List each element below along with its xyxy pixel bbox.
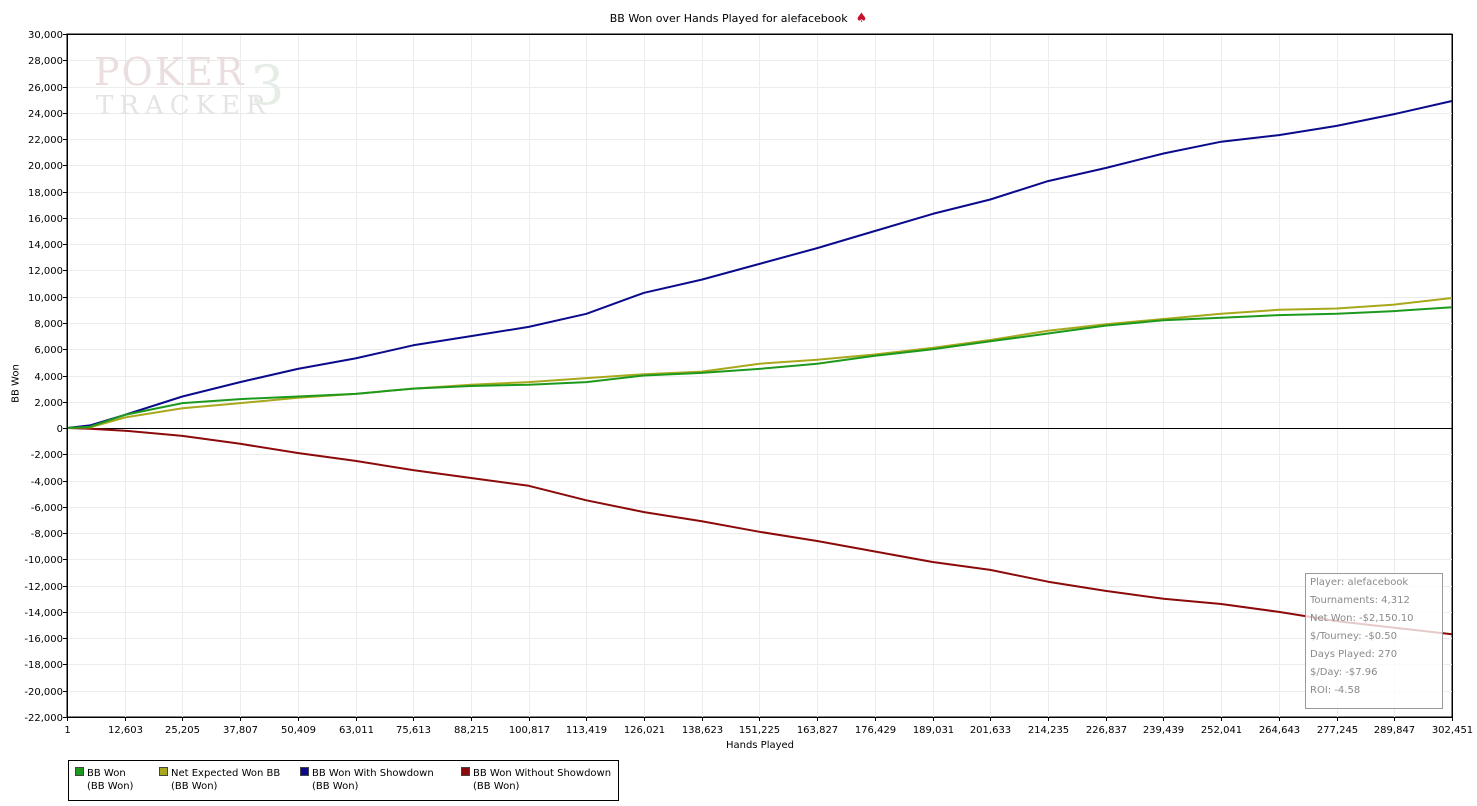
legend-item-without-showdown[interactable]: BB Won Without Showdown (BB Won) xyxy=(461,767,611,793)
y-tick-label: 10,000 xyxy=(28,293,63,304)
stat-tournaments: Tournaments: 4,312 xyxy=(1310,595,1410,606)
player-stats-box: Player: alefacebook Tournaments: 4,312 N… xyxy=(1305,573,1443,709)
y-tick-label: 0 xyxy=(57,424,63,435)
y-tick-label: 4,000 xyxy=(34,372,63,383)
y-tick-label: 24,000 xyxy=(28,109,63,120)
legend-item-with-showdown[interactable]: BB Won With Showdown (BB Won) xyxy=(300,767,434,793)
x-tick-label: 239,439 xyxy=(1143,725,1184,736)
x-tick-label: 289,847 xyxy=(1374,725,1415,736)
y-tick-label: 30,000 xyxy=(28,30,63,41)
y-tick-label: 8,000 xyxy=(34,319,63,330)
stat-per-day: $/Day: -$7.96 xyxy=(1310,667,1378,678)
spade-icon: ♠ xyxy=(855,11,868,26)
y-tick-label: 18,000 xyxy=(28,188,63,199)
plot-frame xyxy=(67,34,1453,718)
chart-legend: BB Won (BB Won) Net Expected Won BB (BB Wo… xyxy=(68,760,619,801)
stat-per-tourney: $/Tourney: -$0.50 xyxy=(1310,631,1397,642)
legend-swatch xyxy=(75,767,84,776)
y-axis-label: BB Won xyxy=(10,364,22,403)
y-tick-label: 2,000 xyxy=(34,398,63,409)
x-tick-label: 201,633 xyxy=(970,725,1011,736)
x-tick-label: 37,807 xyxy=(223,725,258,736)
x-tick-label: 214,235 xyxy=(1028,725,1069,736)
x-tick-label: 126,021 xyxy=(624,725,665,736)
chart-title-text: BB Won over Hands Played for alefacebook xyxy=(609,12,848,25)
stat-net-won: Net Won: -$2,150.10 xyxy=(1310,613,1414,624)
stat-days-played: Days Played: 270 xyxy=(1310,649,1398,660)
x-tick-label: 252,041 xyxy=(1201,725,1242,736)
y-tick-label: -10,000 xyxy=(24,555,63,566)
y-tick-label: -6,000 xyxy=(31,503,63,514)
legend-swatch xyxy=(461,767,470,776)
y-tick-label: -8,000 xyxy=(31,529,63,540)
y-tick-label: 28,000 xyxy=(28,56,63,67)
y-tick-label: 6,000 xyxy=(34,345,63,356)
y-tick-label: -18,000 xyxy=(24,660,63,671)
y-tick-label: -22,000 xyxy=(24,713,63,724)
x-tick-label: 163,827 xyxy=(797,725,838,736)
stat-player: Player: alefacebook xyxy=(1310,577,1409,588)
x-tick-label: 1 xyxy=(64,725,70,736)
x-tick-label: 12,603 xyxy=(108,725,143,736)
x-tick-label: 25,205 xyxy=(165,725,200,736)
legend-item-net-expected[interactable]: Net Expected Won BB (BB Won) xyxy=(159,767,280,793)
x-tick-label: 138,623 xyxy=(682,725,723,736)
series-line-bb-won-with-showdown xyxy=(66,100,1453,429)
y-tick-label: 16,000 xyxy=(28,214,63,225)
x-axis-label: Hands Played xyxy=(725,740,795,751)
series-line-bb-won xyxy=(66,306,1453,429)
x-tick-label: 189,031 xyxy=(913,725,954,736)
x-tick-label: 63,011 xyxy=(339,725,374,736)
y-tick-label: -12,000 xyxy=(24,582,63,593)
x-tick-label: 100,817 xyxy=(509,725,550,736)
legend-item-bb-won[interactable]: BB Won (BB Won) xyxy=(75,767,133,793)
legend-swatch xyxy=(300,767,309,776)
y-tick-label: 20,000 xyxy=(28,161,63,172)
y-tick-label: -2,000 xyxy=(31,450,63,461)
x-tick-label: 226,837 xyxy=(1086,725,1127,736)
x-tick-label: 113,419 xyxy=(566,725,607,736)
series-line-bb-won-without-showdown xyxy=(66,427,1453,636)
pokertracker-logo: POKER TRACKER 3 xyxy=(94,50,287,121)
x-tick-label: 176,429 xyxy=(855,725,896,736)
y-tick-label: -14,000 xyxy=(24,608,63,619)
series-line-net-expected-won-bb xyxy=(66,297,1453,429)
x-tick-label: 75,613 xyxy=(396,725,431,736)
x-tick-label: 302,451 xyxy=(1432,725,1473,736)
x-tick-label: 50,409 xyxy=(281,725,316,736)
x-tick-label: 151,225 xyxy=(739,725,780,736)
y-tick-label: 14,000 xyxy=(28,240,63,251)
y-tick-label: -4,000 xyxy=(31,477,63,488)
y-tick-label: 22,000 xyxy=(28,135,63,146)
y-tick-label: -20,000 xyxy=(24,687,63,698)
chart-title: BB Won over Hands Played for alefacebook… xyxy=(0,11,1477,26)
x-tick-label: 88,215 xyxy=(454,725,489,736)
x-tick-label: 264,643 xyxy=(1259,725,1300,736)
y-tick-label: 26,000 xyxy=(28,83,63,94)
legend-swatch xyxy=(159,767,168,776)
y-tick-label: -16,000 xyxy=(24,634,63,645)
stat-roi: ROI: -4.58 xyxy=(1310,685,1361,696)
x-tick-label: 277,245 xyxy=(1317,725,1358,736)
y-tick-label: 12,000 xyxy=(28,266,63,277)
